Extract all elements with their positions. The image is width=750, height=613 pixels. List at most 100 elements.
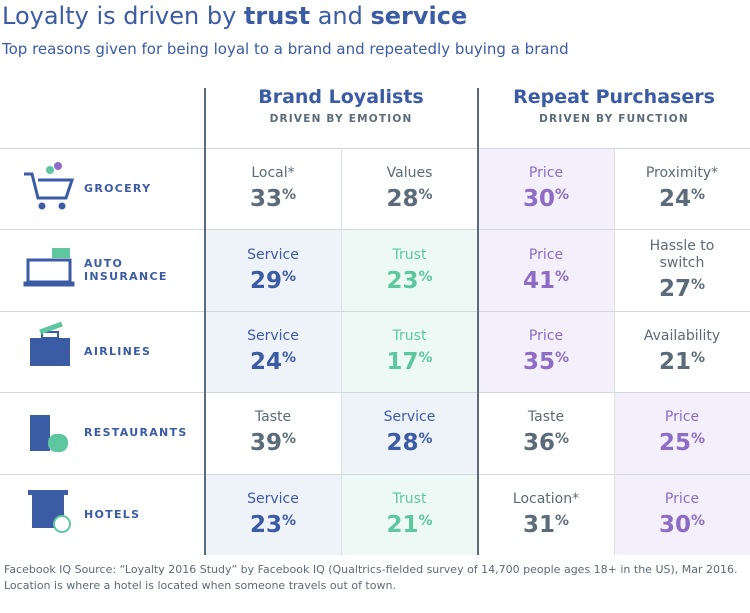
- row-label: AUTO INSURANCE: [84, 257, 168, 284]
- value-number: 25: [658, 430, 691, 457]
- value-number: 35: [522, 348, 555, 375]
- reason: Service: [247, 327, 299, 344]
- unit: %: [281, 431, 297, 448]
- reason: Location*: [512, 490, 580, 507]
- icons: [23, 162, 75, 533]
- cell: Trust 23%: [341, 229, 478, 311]
- row-rule: [0, 229, 750, 231]
- unit: %: [690, 512, 706, 529]
- unit: %: [554, 268, 570, 285]
- value: 30%: [659, 508, 705, 538]
- title-part: and: [310, 2, 371, 30]
- unit: %: [281, 268, 297, 285]
- unit: %: [418, 512, 433, 529]
- reason: Taste: [527, 409, 565, 426]
- group-rule: [477, 88, 479, 555]
- value-number: 21: [386, 511, 419, 538]
- value-number: 23: [249, 511, 282, 538]
- reason: Proximity*: [645, 165, 719, 182]
- cell: Service 23%: [205, 473, 341, 555]
- value: 17%: [386, 345, 432, 375]
- cell: Price 30%: [614, 473, 750, 555]
- cell: Price 35%: [478, 310, 614, 393]
- cell: Service 29%: [205, 229, 341, 311]
- reason: Price: [528, 246, 564, 263]
- cell: Local* 33%: [205, 148, 341, 230]
- cell: Price 25%: [614, 392, 750, 474]
- cell: Proximity* 24%: [614, 148, 750, 230]
- value: 23%: [250, 508, 296, 538]
- cell: Taste 39%: [205, 392, 341, 474]
- value-number: 31: [522, 511, 555, 538]
- value: 25%: [659, 426, 705, 456]
- value-number: 39: [249, 430, 282, 457]
- group-note: DRIVEN BY EMOTION: [269, 113, 413, 125]
- cell: Price 41%: [478, 229, 614, 311]
- reason: Trust: [392, 327, 427, 344]
- cell: Availability 21%: [614, 310, 750, 393]
- value-number: 30: [522, 186, 555, 213]
- cell: Service 24%: [205, 310, 341, 393]
- column-rule: [341, 148, 342, 555]
- value-number: 41: [522, 267, 555, 294]
- unit: %: [418, 268, 433, 285]
- value: 24%: [659, 182, 705, 212]
- unit: %: [690, 349, 706, 366]
- unit: %: [281, 187, 297, 204]
- reason: Trust: [392, 490, 427, 507]
- value-number: 33: [249, 186, 282, 213]
- reason: Service: [383, 409, 436, 426]
- unit: %: [690, 431, 706, 448]
- reason: Taste: [254, 409, 292, 426]
- unit: %: [418, 431, 433, 448]
- value: 36%: [523, 426, 569, 456]
- title-part: trust: [243, 2, 311, 30]
- value: 24%: [250, 345, 296, 375]
- reason: Hassle to switch: [649, 238, 715, 272]
- unit: %: [690, 187, 706, 204]
- value-number: 24: [658, 186, 691, 213]
- value: 30%: [523, 182, 569, 212]
- value-number: 36: [522, 430, 555, 457]
- footnote-line: Location is where a hotel is located whe…: [4, 579, 396, 592]
- cell: Values 28%: [341, 148, 478, 230]
- value: 21%: [386, 508, 432, 538]
- value-number: 17: [386, 348, 419, 375]
- unit: %: [554, 349, 570, 366]
- value-number: 24: [249, 348, 282, 375]
- row-rule: [0, 148, 750, 149]
- unit: %: [690, 277, 706, 294]
- value: 39%: [250, 426, 296, 456]
- cell: Taste 36%: [478, 392, 614, 474]
- row-label: GROCERY: [84, 182, 152, 196]
- value: 23%: [386, 264, 432, 294]
- row-label: RESTAURANTS: [84, 426, 188, 440]
- group-note: DRIVEN BY FUNCTION: [539, 113, 689, 125]
- value-number: 28: [386, 186, 419, 213]
- group-rule: [204, 88, 206, 555]
- value: 41%: [523, 264, 569, 294]
- reason: Trust: [392, 246, 427, 263]
- value: 28%: [386, 426, 432, 456]
- footnote: Facebook IQ Source: “Loyalty 2016 Study”…: [4, 562, 738, 594]
- unit: %: [554, 187, 570, 204]
- group-name: Repeat Purchasers: [513, 86, 715, 108]
- reason: Service: [247, 490, 299, 507]
- cell: Price 30%: [478, 148, 614, 230]
- value-number: 21: [658, 348, 691, 375]
- title-part: Loyalty is driven by: [2, 2, 244, 30]
- reason: Price: [664, 490, 700, 507]
- reason: Service: [247, 246, 299, 263]
- row-label: HOTELS: [84, 507, 141, 521]
- value: 31%: [523, 508, 569, 538]
- unit: %: [281, 349, 297, 366]
- value: 33%: [250, 182, 296, 212]
- unit: %: [554, 431, 570, 448]
- reason: Values: [386, 165, 433, 182]
- cell: Service 28%: [341, 392, 478, 474]
- value-number: 28: [386, 430, 419, 457]
- reason: Local*: [251, 165, 295, 182]
- value-number: 29: [249, 267, 282, 294]
- unit: %: [554, 512, 570, 529]
